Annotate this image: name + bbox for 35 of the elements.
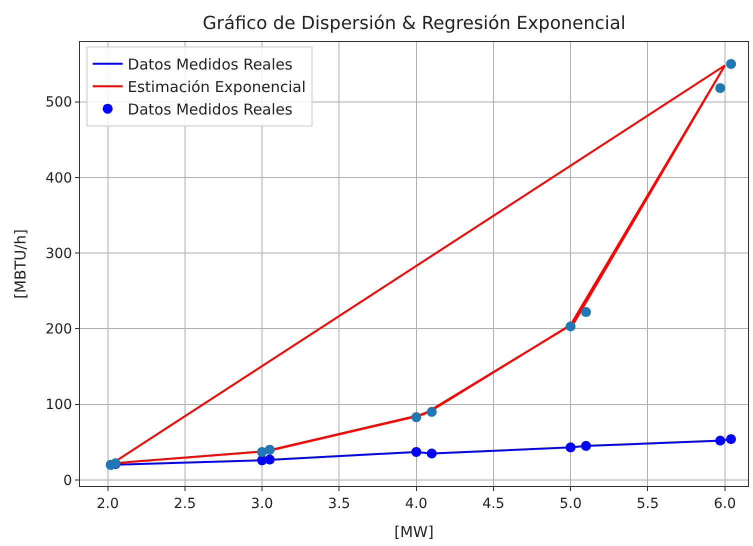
y-tick-label: 400: [45, 170, 72, 186]
point: [411, 446, 422, 457]
x-tick-label: 4.0: [405, 496, 428, 512]
y-tick-label: 200: [45, 322, 72, 338]
point: [581, 440, 592, 451]
point: [411, 412, 422, 422]
point: [566, 321, 576, 332]
chart-title: Gráfico de Dispersión & Regresión Exponencial: [202, 12, 626, 34]
y-tick-label: 500: [45, 94, 72, 111]
x-tick-label: 6.0: [714, 496, 736, 512]
point: [264, 454, 275, 465]
x-tick-label: 2.0: [96, 496, 119, 512]
point: [726, 434, 736, 444]
x-tick-label: 3.0: [250, 496, 274, 512]
legend-label: Datos Medidos Reales: [128, 56, 293, 74]
point: [715, 83, 726, 94]
legend-label: Estimación Exponencial: [128, 78, 306, 96]
point: [264, 444, 275, 455]
point: [581, 307, 592, 318]
point: [426, 406, 437, 417]
y-axis-title: [MBTU/h]: [12, 229, 30, 299]
x-tick-label: 2.5: [174, 496, 196, 512]
y-tick-label: 100: [45, 397, 72, 414]
x-tick-label: 5.5: [636, 496, 659, 512]
legend-label: Datos Medidos Reales: [128, 100, 293, 119]
x-tick-label: 4.5: [482, 496, 505, 512]
y-tick-label: 300: [45, 246, 72, 262]
point: [726, 58, 736, 69]
point: [715, 436, 726, 446]
point: [566, 442, 576, 452]
x-tick-label: 3.5: [328, 496, 350, 512]
x-axis-title: [MW]: [394, 522, 434, 541]
x-tick-label: 5.0: [559, 496, 582, 512]
y-tick-label: 0: [63, 472, 72, 489]
point: [426, 448, 437, 458]
